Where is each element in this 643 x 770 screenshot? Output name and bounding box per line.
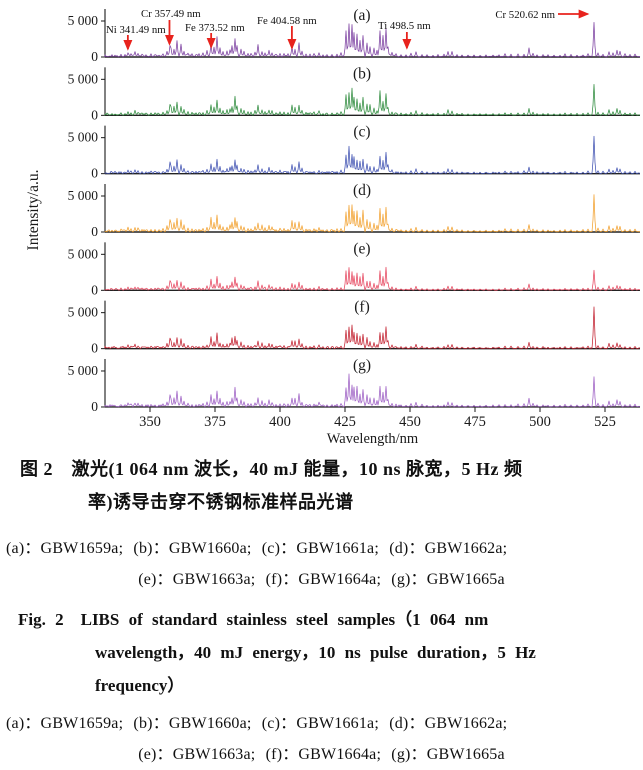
panel-letter: (b) [353,65,371,82]
annotation-label: Ti 498.5 nm [378,20,431,32]
x-axis-title: Wavelength/nm [327,431,419,447]
caption-en-line3: frequency） [95,676,185,695]
annotation-Fe-404-58-nm: Fe 404.58 nm [257,15,317,50]
annotation-Cr-520-62-nm: Cr 520.62 nm [495,9,590,21]
y-axis-title: Intensity/a.u. [25,170,42,251]
caption-samples-line4: (e)：GBW1663a; (f)：GBW1664a; (g)：GBW1665a [138,746,505,763]
x-tick-label: 500 [529,414,551,430]
spectrum-trace-a [104,22,641,58]
y-tick-label-5000: 5 000 [68,71,99,86]
y-tick-label-5000: 5 000 [68,13,99,28]
y-tick-label-5000: 5 000 [68,246,99,261]
x-tick-label: 400 [269,414,291,430]
annotation-label: Fe 373.52 nm [185,22,245,34]
x-tick-label: 450 [399,414,421,430]
spectrum-trace-b [104,84,641,116]
y-tick-label-5000: 5 000 [68,188,99,203]
y-tick-label-zero: 0 [91,107,98,122]
spectrum-panel-GBW1662a: 0 5 000 (d) [68,182,640,239]
annotation-Fe-373-52-nm: Fe 373.52 nm [185,22,245,49]
caption-samples-line3: (a)：GBW1659a; (b)：GBW1660a; (c)：GBW1661a… [6,715,508,732]
spectrum-trace-e [104,266,641,291]
spectrum-trace-f [104,306,641,349]
caption-zh-line2: 率)诱导击穿不锈钢标准样品光谱 [88,492,354,512]
x-tick-label: 525 [594,414,616,430]
y-tick-label-5000: 5 000 [68,363,99,378]
annotation-label: Fe 404.58 nm [257,15,317,27]
y-tick-label-zero: 0 [91,399,98,414]
annotation-label: Cr 357.49 nm [141,8,201,20]
panel-letter: (g) [353,357,371,374]
y-tick-label-5000: 5 000 [68,130,99,145]
caption-en-line2: wavelength，40 mJ energy，10 ns pulse dura… [95,643,536,662]
y-tick-label-zero: 0 [91,282,98,297]
y-tick-label-zero: 0 [91,341,98,356]
caption-samples-line1: (a)：GBW1659a; (b)：GBW1660a; (c)：GBW1661a… [6,540,508,557]
spectrum-panel-GBW1663a: 0 5 000 (e) [68,240,641,297]
caption-samples-line2: (e)：GBW1663a; (f)：GBW1664a; (g)：GBW1665a [138,571,505,588]
figure-caption-block: 图 2 激光(1 064 nm 波长，40 mJ 能量，10 ns 脉宽，5 H… [0,453,643,770]
spectrum-trace-d [104,194,640,233]
panel-letter: (e) [353,240,370,257]
spectrum-panel-GBW1661a: 0 5 000 (c) [68,124,641,181]
panel-letter: (f) [354,299,370,316]
annotation-Cr-357-49-nm: Cr 357.49 nm [141,8,201,46]
y-tick-label-zero: 0 [91,49,98,64]
panel-letter: (a) [353,7,370,24]
x-tick-label: 425 [334,414,356,430]
annotation-label: Cr 520.62 nm [495,9,555,21]
spectrum-panel-GBW1660a: 0 5 000 (b) [68,65,641,122]
libs-spectra-figure: Intensity/a.u. 350 375 400 425 450 475 500 525 Wa… [25,7,641,447]
annotation-Ti-498-5-nm: Ti 498.5 nm [378,20,431,50]
y-tick-label-zero: 0 [91,166,98,181]
x-tick-label: 350 [139,414,161,430]
caption-en-line1: Fig. 2 LIBS of standard stainless steel … [18,610,489,629]
y-tick-label-5000: 5 000 [68,305,99,320]
x-tick-label: 475 [464,414,486,430]
annotation-label: Ni 341.49 nm [106,24,166,36]
spectrum-panel-GBW1665a: 0 5 000 (g) [68,357,641,414]
spectrum-panel-GBW1659a: 0 5 000 (a) [68,7,641,64]
panel-letter: (c) [353,124,370,141]
spectrum-trace-c [104,135,641,174]
y-tick-label-zero: 0 [91,224,98,239]
x-tick-label: 375 [204,414,226,430]
panel-letter: (d) [353,182,371,199]
spectrum-trace-g [104,373,641,408]
spectrum-panel-GBW1664a: 0 5 000 (f) [68,299,641,356]
caption-zh-line1: 图 2 激光(1 064 nm 波长，40 mJ 能量，10 ns 脉宽，5 H… [20,459,523,479]
annotation-Ni-341-49-nm: Ni 341.49 nm [106,24,166,51]
